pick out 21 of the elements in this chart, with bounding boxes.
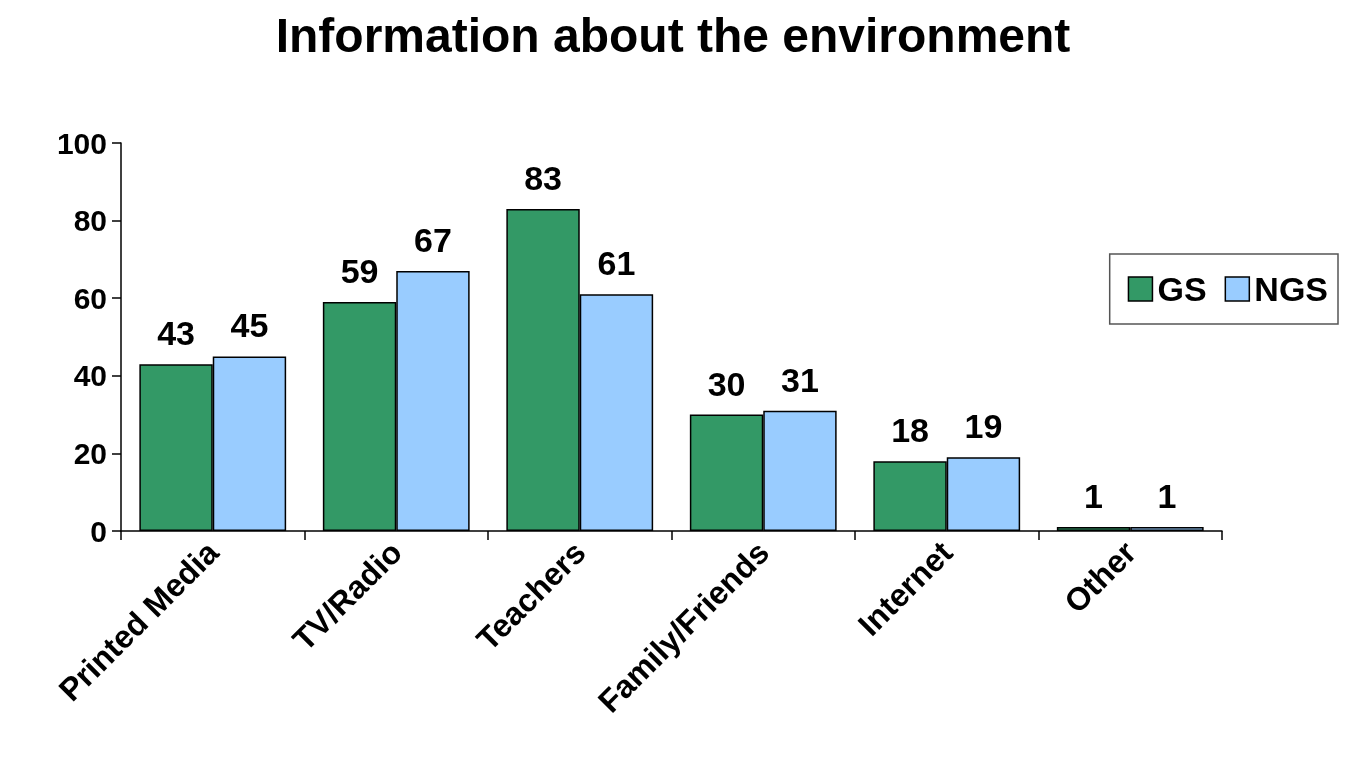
data-label: 30 [707,364,746,403]
chart-title: Information about the environment [275,8,1071,62]
legend-label: GS [1157,270,1207,308]
data-label: 19 [964,407,1003,446]
data-label: 31 [781,360,819,399]
data-label: 1 [1084,477,1104,516]
data-label: 45 [230,306,269,345]
y-tick-label: 0 [90,514,107,548]
legend-label: NGS [1254,270,1329,308]
data-label: 18 [891,411,929,450]
y-tick-label: 100 [56,126,107,160]
data-label: 43 [157,314,195,353]
data-label: 59 [340,252,379,291]
data-label: 67 [414,221,452,260]
y-tick-label: 60 [73,281,107,315]
data-label: 83 [524,158,562,197]
y-tick-label: 40 [73,359,107,393]
y-tick-label: 20 [73,436,107,470]
y-tick-label: 80 [73,204,107,238]
data-label: 1 [1157,477,1177,516]
data-label: 61 [597,244,636,283]
